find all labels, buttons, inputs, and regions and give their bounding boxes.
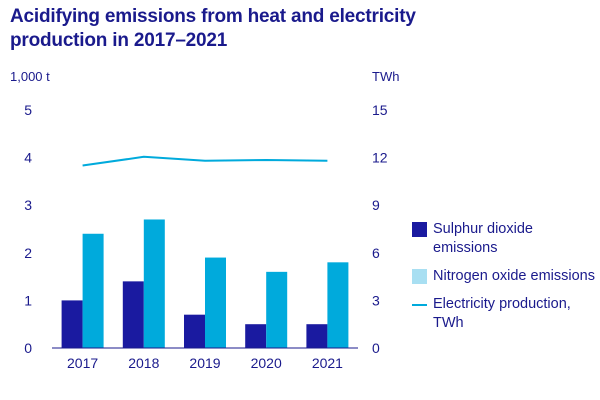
y-left-tick-label: 3 — [24, 197, 32, 213]
line-electricity-production — [82, 155, 328, 167]
legend: Sulphur dioxide emissions Nitrogen oxide… — [412, 220, 597, 342]
y-right-tick-label: 9 — [372, 197, 380, 213]
y-right-tick-label: 12 — [372, 150, 388, 166]
x-tick-label: 2019 — [189, 355, 220, 371]
bar-sulphur-dioxide — [306, 324, 328, 348]
y-right-unit-label: TWh — [372, 69, 399, 84]
y-left-tick-label: 5 — [24, 102, 32, 118]
x-tick-label: 2018 — [128, 355, 159, 371]
y-right-tick-label: 3 — [372, 292, 380, 308]
legend-item-nitrogen: Nitrogen oxide emissions — [412, 267, 597, 286]
bar-sulphur-dioxide — [61, 300, 83, 348]
bar-nitrogen-oxide — [327, 262, 349, 348]
y-left-tick-label: 4 — [24, 150, 32, 166]
bar-nitrogen-oxide — [82, 233, 104, 348]
bar-nitrogen-oxide — [205, 257, 226, 348]
legend-item-sulphur: Sulphur dioxide emissions — [412, 220, 597, 258]
legend-swatch-sulphur — [412, 222, 427, 237]
y-left-tick-label: 2 — [24, 245, 32, 261]
y-right-tick-label: 0 — [372, 340, 380, 356]
y-right-tick-label: 15 — [372, 102, 388, 118]
bar-nitrogen-oxide — [143, 219, 165, 348]
y-left-tick-label: 1 — [24, 292, 32, 308]
x-tick-label: 2020 — [251, 355, 282, 371]
chart-title: Acidifying emissions from heat and elect… — [10, 6, 416, 51]
bar-sulphur-dioxide — [122, 281, 144, 348]
legend-label-electricity: Electricity production, TWh — [433, 296, 571, 331]
bar-nitrogen-oxide — [266, 271, 288, 348]
x-tick-label: 2021 — [312, 355, 343, 371]
y-left-unit-label: 1,000 t — [10, 69, 50, 84]
y-left-tick-label: 0 — [24, 340, 32, 356]
legend-label-nitrogen: Nitrogen oxide emissions — [433, 268, 595, 284]
legend-swatch-electricity — [412, 304, 427, 306]
bar-sulphur-dioxide — [245, 324, 267, 348]
bar-sulphur-dioxide — [184, 314, 205, 348]
y-right-tick-label: 6 — [372, 245, 380, 261]
legend-swatch-nitrogen — [412, 269, 427, 284]
legend-item-electricity: Electricity production, TWh — [412, 295, 597, 333]
x-tick-label: 2017 — [67, 355, 98, 371]
legend-label-sulphur: Sulphur dioxide emissions — [433, 221, 533, 256]
